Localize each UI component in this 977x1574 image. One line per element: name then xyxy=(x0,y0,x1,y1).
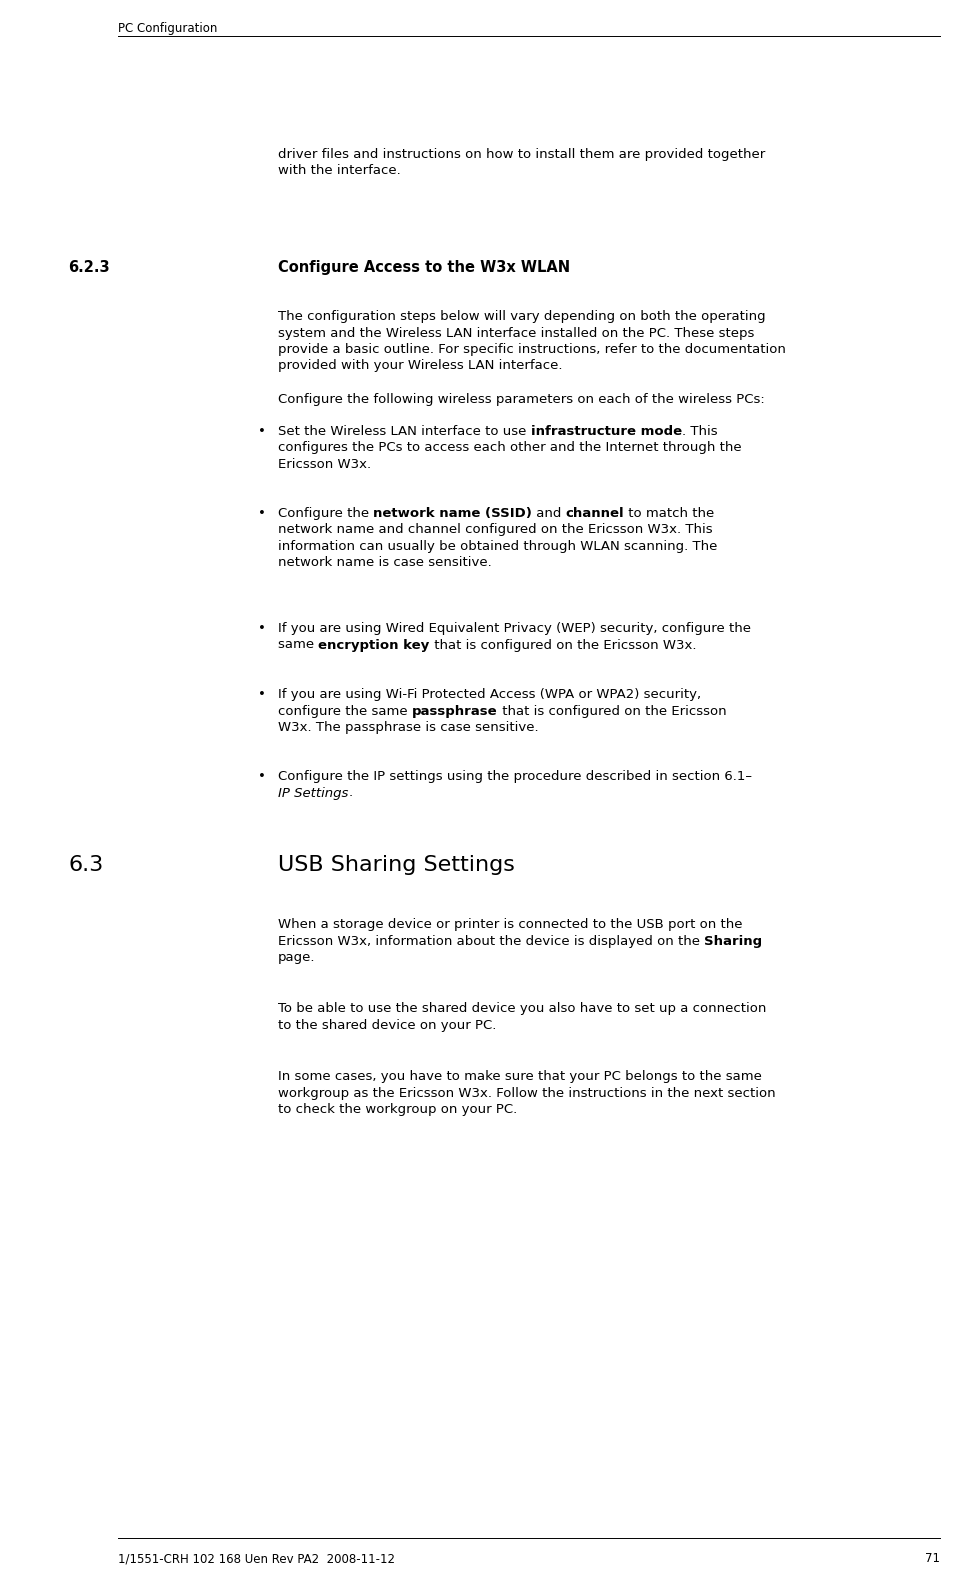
Text: to check the workgroup on your PC.: to check the workgroup on your PC. xyxy=(278,1103,517,1116)
Text: same: same xyxy=(278,639,319,652)
Text: Ericsson W3x, information about the device is displayed on the: Ericsson W3x, information about the devi… xyxy=(278,935,704,948)
Text: encryption key: encryption key xyxy=(319,639,430,652)
Text: Configure Access to the W3x WLAN: Configure Access to the W3x WLAN xyxy=(278,260,571,275)
Text: If you are using Wired Equivalent Privacy (WEP) security, configure the: If you are using Wired Equivalent Privac… xyxy=(278,622,751,634)
Text: provided with your Wireless LAN interface.: provided with your Wireless LAN interfac… xyxy=(278,359,563,373)
Text: If you are using Wi-Fi Protected Access (WPA or WPA2) security,: If you are using Wi-Fi Protected Access … xyxy=(278,688,701,700)
Text: 71: 71 xyxy=(925,1552,940,1565)
Text: IP Settings: IP Settings xyxy=(278,787,349,800)
Text: configures the PCs to access each other and the Internet through the: configures the PCs to access each other … xyxy=(278,441,742,455)
Text: •: • xyxy=(258,507,266,519)
Text: 6.3: 6.3 xyxy=(68,855,104,875)
Text: Configure the: Configure the xyxy=(278,507,373,519)
Text: with the interface.: with the interface. xyxy=(278,165,401,178)
Text: page.: page. xyxy=(278,951,316,963)
Text: •: • xyxy=(258,770,266,782)
Text: Set the Wireless LAN interface to use: Set the Wireless LAN interface to use xyxy=(278,425,531,438)
Text: . This: . This xyxy=(682,425,717,438)
Text: network name (SSID): network name (SSID) xyxy=(373,507,532,519)
Text: driver files and instructions on how to install them are provided together: driver files and instructions on how to … xyxy=(278,148,765,161)
Text: system and the Wireless LAN interface installed on the PC. These steps: system and the Wireless LAN interface in… xyxy=(278,326,754,340)
Text: Configure the IP settings using the procedure described in section 6.1–: Configure the IP settings using the proc… xyxy=(278,770,752,782)
Text: •: • xyxy=(258,688,266,700)
Text: 6.2.3: 6.2.3 xyxy=(68,260,109,275)
Text: information can usually be obtained through WLAN scanning. The: information can usually be obtained thro… xyxy=(278,540,717,552)
Text: Configure the following wireless parameters on each of the wireless PCs:: Configure the following wireless paramet… xyxy=(278,394,765,406)
Text: channel: channel xyxy=(566,507,624,519)
Text: workgroup as the Ericsson W3x. Follow the instructions in the next section: workgroup as the Ericsson W3x. Follow th… xyxy=(278,1086,776,1100)
Text: W3x. The passphrase is case sensitive.: W3x. The passphrase is case sensitive. xyxy=(278,721,538,733)
Text: •: • xyxy=(258,425,266,438)
Text: Sharing: Sharing xyxy=(704,935,762,948)
Text: In some cases, you have to make sure that your PC belongs to the same: In some cases, you have to make sure tha… xyxy=(278,1070,762,1083)
Text: to the shared device on your PC.: to the shared device on your PC. xyxy=(278,1018,496,1031)
Text: to match the: to match the xyxy=(624,507,715,519)
Text: When a storage device or printer is connected to the USB port on the: When a storage device or printer is conn… xyxy=(278,918,743,930)
Text: The configuration steps below will vary depending on both the operating: The configuration steps below will vary … xyxy=(278,310,766,323)
Text: To be able to use the shared device you also have to set up a connection: To be able to use the shared device you … xyxy=(278,1003,766,1015)
Text: provide a basic outline. For specific instructions, refer to the documentation: provide a basic outline. For specific in… xyxy=(278,343,786,356)
Text: 1/1551-CRH 102 168 Uen Rev PA2  2008-11-12: 1/1551-CRH 102 168 Uen Rev PA2 2008-11-1… xyxy=(118,1552,395,1565)
Text: PC Configuration: PC Configuration xyxy=(118,22,217,35)
Text: passphrase: passphrase xyxy=(412,705,497,718)
Text: infrastructure mode: infrastructure mode xyxy=(531,425,682,438)
Text: that is configured on the Ericsson W3x.: that is configured on the Ericsson W3x. xyxy=(430,639,697,652)
Text: USB Sharing Settings: USB Sharing Settings xyxy=(278,855,515,875)
Text: •: • xyxy=(258,622,266,634)
Text: network name and channel configured on the Ericsson W3x. This: network name and channel configured on t… xyxy=(278,524,712,537)
Text: configure the same: configure the same xyxy=(278,705,412,718)
Text: that is configured on the Ericsson: that is configured on the Ericsson xyxy=(497,705,726,718)
Text: network name is case sensitive.: network name is case sensitive. xyxy=(278,557,491,570)
Text: and: and xyxy=(532,507,566,519)
Text: Ericsson W3x.: Ericsson W3x. xyxy=(278,458,371,471)
Text: .: . xyxy=(349,787,353,800)
